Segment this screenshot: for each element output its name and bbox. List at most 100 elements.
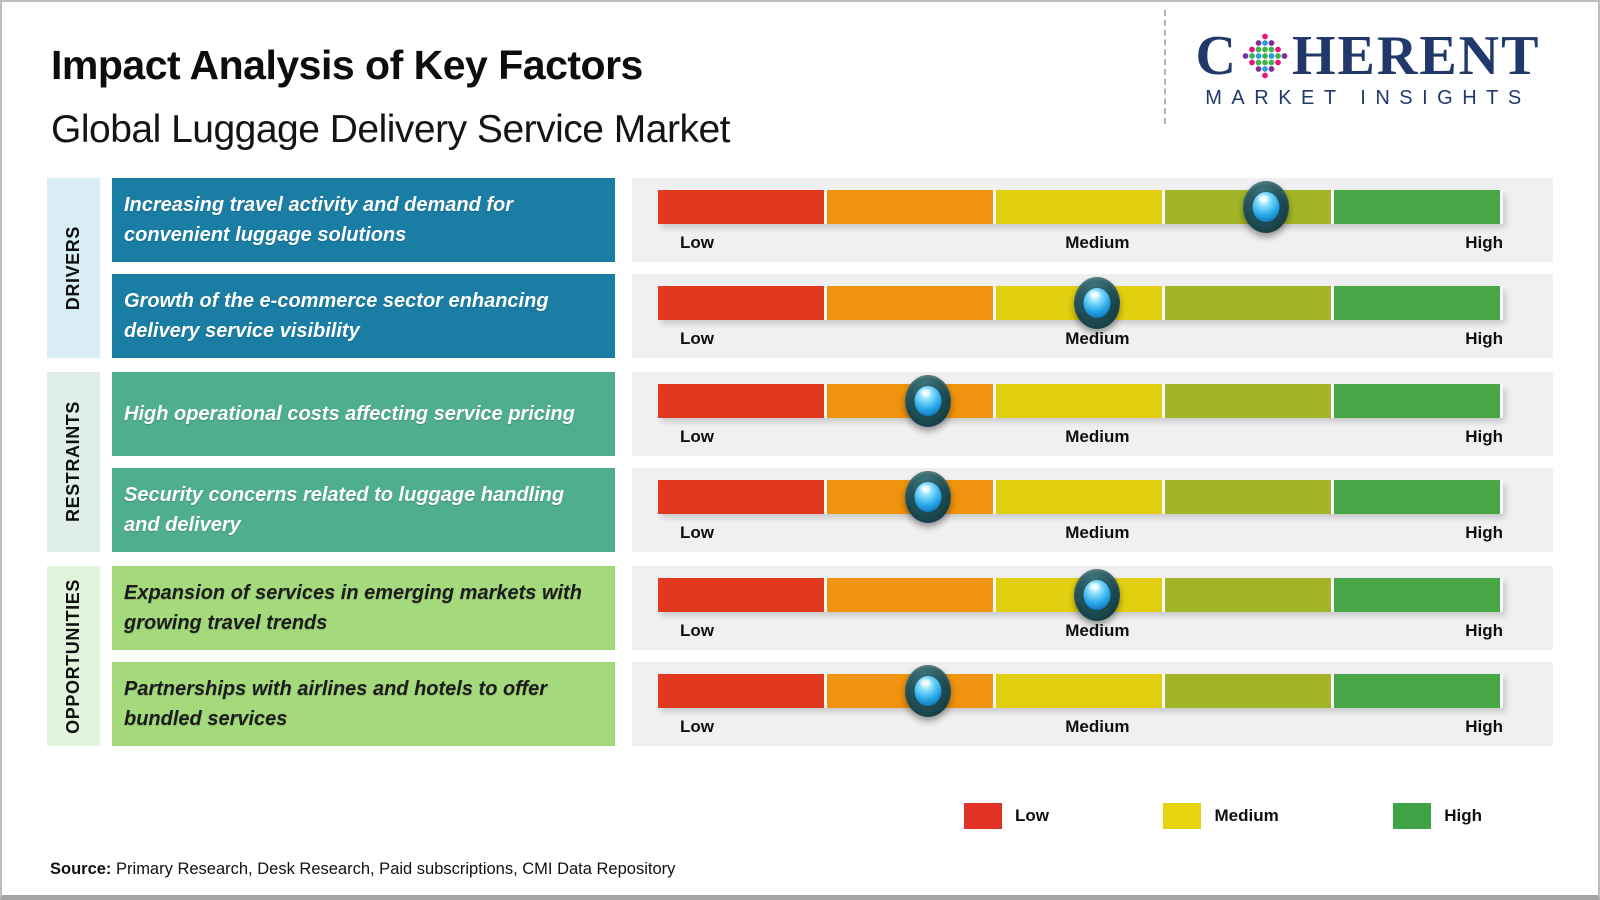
page-title: Impact Analysis of Key Factors (51, 42, 643, 88)
impact-scale-bar (658, 471, 1503, 523)
factor-card: Growth of the e-commerce sector enhancin… (112, 274, 615, 358)
section-rows: High operational costs affecting service… (112, 372, 1553, 552)
section-drivers: DRIVERS Increasing travel activity and d… (47, 178, 1553, 358)
impact-gauge: Low Medium High (632, 468, 1553, 552)
impact-marker (905, 375, 952, 427)
factor-label: Partnerships with airlines and hotels to… (124, 678, 548, 730)
impact-marker (1243, 181, 1290, 233)
impact-marker (905, 665, 952, 717)
scale-label-low: Low (680, 621, 714, 640)
scale-segment-4 (1165, 384, 1334, 418)
impact-marker-core (1083, 580, 1111, 610)
category-label-restraints: RESTRAINTS (63, 401, 83, 523)
factor-label: High operational costs affecting service… (124, 403, 575, 425)
factor-card: High operational costs affecting service… (112, 372, 615, 456)
impact-matrix: DRIVERS Increasing travel activity and d… (47, 178, 1553, 746)
factor-card: Increasing travel activity and demand fo… (112, 178, 615, 262)
scale-segment-1 (658, 578, 827, 612)
impact-gauge: Low Medium High (632, 178, 1553, 262)
scale-label-low: Low (680, 717, 714, 736)
legend-label-medium: Medium (1214, 806, 1279, 825)
impact-marker-core (1252, 192, 1280, 222)
scale-label-low: Low (680, 523, 714, 542)
impact-marker (1074, 277, 1121, 329)
scale-segment-5 (1334, 674, 1503, 708)
impact-marker-core (1083, 288, 1111, 318)
impact-gauge: Low Medium High (632, 372, 1553, 456)
scale-segment-4 (1165, 286, 1334, 320)
section-rows: Expansion of services in emerging market… (112, 566, 1553, 746)
scale-segment-1 (658, 674, 827, 708)
impact-marker (1074, 569, 1121, 621)
scale-segment-5 (1334, 578, 1503, 612)
scale-segment-1 (658, 480, 827, 514)
impact-gauge: Low Medium High (632, 566, 1553, 650)
scale-segment-1 (658, 384, 827, 418)
scale-label-high: High (1465, 621, 1503, 640)
impact-marker-core (914, 676, 942, 706)
source-line: Source: Primary Research, Desk Research,… (50, 860, 675, 879)
section-opportunities: OPPORTUNITIES Expansion of services in e… (47, 566, 1553, 746)
scale-labels: Low Medium High (658, 329, 1503, 351)
legend-item-medium: Medium (1163, 803, 1279, 829)
scale-segment-5 (1334, 480, 1503, 514)
scale-segment-5 (1334, 384, 1503, 418)
section-restraints: RESTRAINTS High operational costs affect… (47, 372, 1553, 552)
scale-label-medium: Medium (1065, 717, 1130, 736)
impact-gauge: Low Medium High (632, 274, 1553, 358)
scale-segment-2 (827, 286, 996, 320)
impact-scale-bar (658, 181, 1503, 233)
scale-label-medium: Medium (1065, 621, 1130, 640)
legend-swatch-low (964, 803, 1002, 829)
scale-labels: Low Medium High (658, 523, 1503, 545)
scale-labels: Low Medium High (658, 621, 1503, 643)
factor-row: Growth of the e-commerce sector enhancin… (112, 274, 1553, 358)
section-rows: Increasing travel activity and demand fo… (112, 178, 1553, 358)
scale-labels: Low Medium High (658, 717, 1503, 739)
scale-label-medium: Medium (1065, 329, 1130, 348)
impact-marker-core (914, 386, 942, 416)
factor-label: Expansion of services in emerging market… (124, 582, 582, 634)
category-strip-drivers: DRIVERS (47, 178, 100, 358)
legend-swatch-high (1393, 803, 1432, 829)
factor-row: Expansion of services in emerging market… (112, 566, 1553, 650)
factor-label: Increasing travel activity and demand fo… (124, 194, 514, 246)
legend: Low Medium High (964, 803, 1482, 829)
logo-word-rest: HERENT (1291, 25, 1541, 87)
factor-card: Expansion of services in emerging market… (112, 566, 615, 650)
factor-label: Growth of the e-commerce sector enhancin… (124, 290, 549, 342)
scale-labels: Low Medium High (658, 233, 1503, 255)
legend-label-low: Low (1015, 806, 1049, 825)
legend-item-low: Low (964, 803, 1049, 829)
scale-label-high: High (1465, 717, 1503, 736)
source-label: Source: (50, 860, 112, 878)
legend-item-high: High (1393, 803, 1482, 829)
scale-label-low: Low (680, 427, 714, 446)
scale-label-high: High (1465, 523, 1503, 542)
scale-labels: Low Medium High (658, 427, 1503, 449)
impact-marker-core (914, 482, 942, 512)
factor-row: High operational costs affecting service… (112, 372, 1553, 456)
scale-label-medium: Medium (1065, 523, 1130, 542)
scale-segment-3 (996, 480, 1165, 514)
impact-scale-bar (658, 277, 1503, 329)
logo-letter-c: C (1195, 25, 1238, 87)
factor-label: Security concerns related to luggage han… (124, 484, 565, 536)
scale-segment-3 (996, 384, 1165, 418)
impact-scale-bar (658, 569, 1503, 621)
category-strip-opportunities: OPPORTUNITIES (47, 566, 100, 746)
scale-segment-1 (658, 190, 827, 224)
scale-segment-4 (1165, 480, 1334, 514)
legend-swatch-medium (1163, 803, 1202, 829)
scale-label-low: Low (680, 329, 714, 348)
category-label-opportunities: OPPORTUNITIES (63, 578, 83, 734)
scale-label-medium: Medium (1065, 427, 1130, 446)
impact-marker (905, 471, 952, 523)
impact-scale-bar (658, 375, 1503, 427)
scale-segment-1 (658, 286, 827, 320)
scale-segment-3 (996, 674, 1165, 708)
impact-scale-bar (658, 665, 1503, 717)
scale-segment-4 (1165, 578, 1334, 612)
scale-segment-2 (827, 578, 996, 612)
